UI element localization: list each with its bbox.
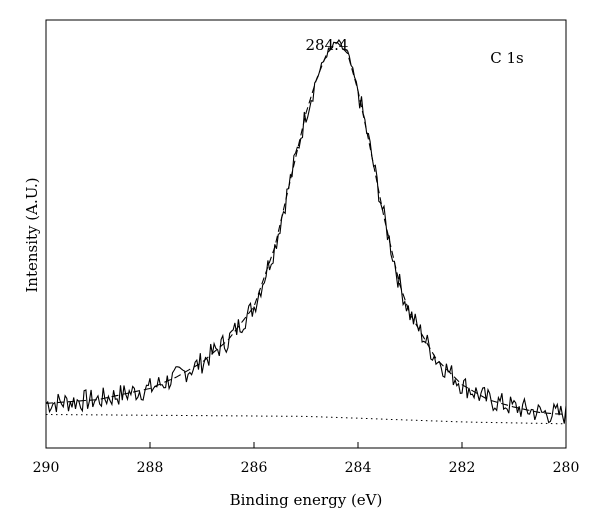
plot-frame — [45, 19, 567, 449]
x-axis-label: Binding energy (eV) — [230, 491, 383, 509]
x-tick-label: 290 — [33, 460, 60, 476]
x-ticks: 290 288 286 284 282 280 — [33, 442, 580, 476]
background-baseline-line — [45, 414, 567, 425]
x-tick-label: 280 — [553, 460, 580, 476]
x-tick-label: 284 — [345, 460, 372, 476]
peak-annotation: 284.4 — [306, 36, 349, 54]
x-tick-label: 282 — [449, 460, 476, 476]
y-axis-label: Intensity (A.U.) — [23, 177, 41, 292]
series-layer — [45, 39, 567, 425]
measured-spectrum-line — [45, 39, 567, 424]
x-tick-label: 288 — [137, 460, 164, 476]
fitted-peak-line — [45, 41, 567, 416]
x-tick-label: 286 — [241, 460, 268, 476]
c1s-annotation: C 1s — [490, 49, 524, 67]
